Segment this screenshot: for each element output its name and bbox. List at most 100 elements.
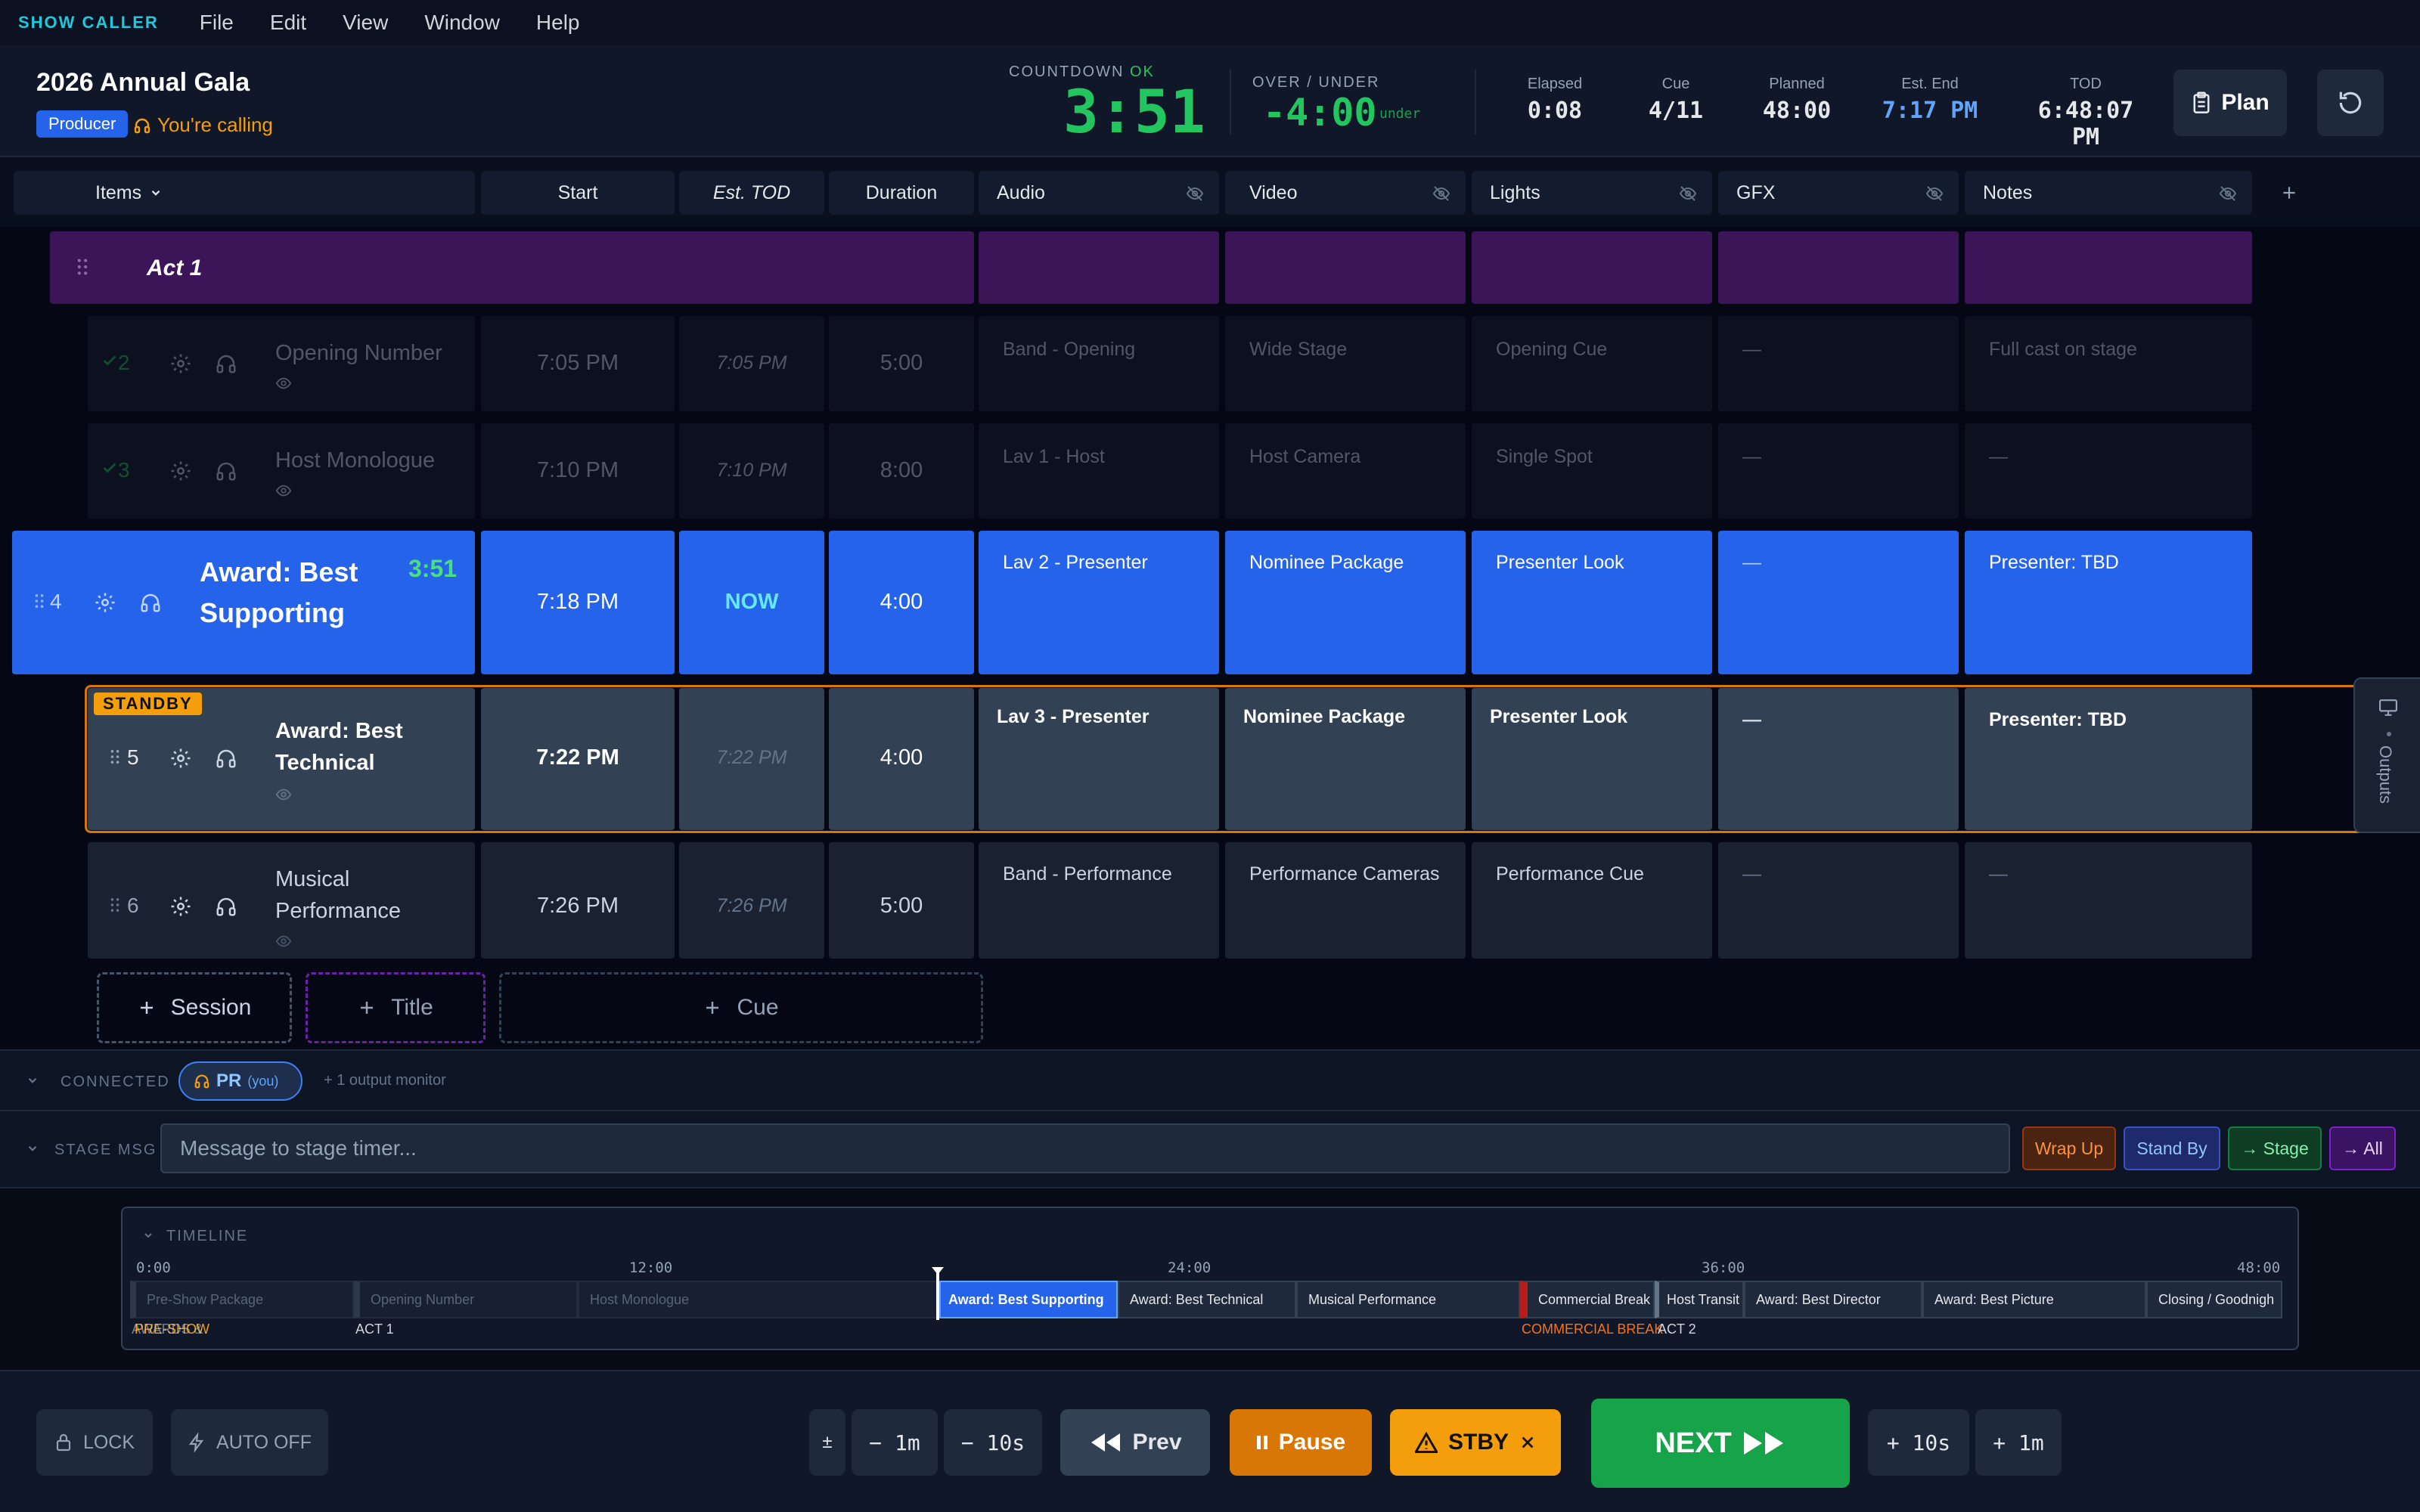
timeline-segment[interactable]: Award: Best Picture xyxy=(1922,1281,2146,1318)
gear-icon[interactable] xyxy=(169,747,192,770)
add-session-button[interactable]: Session xyxy=(97,972,292,1043)
wrap-up-button[interactable]: Wrap Up xyxy=(2022,1126,2116,1170)
menu-edit[interactable]: Edit xyxy=(269,11,307,34)
connected-user-chip[interactable]: PR (you) xyxy=(178,1061,302,1101)
cue-gfx[interactable]: — xyxy=(1742,552,1761,573)
prev-button[interactable]: Prev xyxy=(1060,1409,1210,1476)
drag-handle-icon[interactable] xyxy=(110,748,119,765)
outputs-tab[interactable]: Outputs xyxy=(2353,677,2420,833)
menu-help[interactable]: Help xyxy=(535,11,580,34)
column-header-gfx[interactable]: GFX xyxy=(1718,171,1959,215)
eye-off-icon[interactable] xyxy=(1679,184,1697,203)
eye-off-icon[interactable] xyxy=(1925,184,1944,203)
eye-icon[interactable] xyxy=(275,482,292,499)
eye-off-icon[interactable] xyxy=(1432,184,1450,203)
timeline-segment[interactable]: Host Transit xyxy=(1655,1281,1744,1318)
timeline-segment[interactable]: Musical Performance xyxy=(1296,1281,1520,1318)
cue-audio[interactable]: Lav 3 - Presenter xyxy=(997,706,1150,727)
cue-lights[interactable]: Performance Cue xyxy=(1496,863,1644,885)
cue-notes[interactable]: — xyxy=(1989,446,2008,467)
chevron-down-icon[interactable] xyxy=(26,1074,39,1087)
stand-by-button[interactable]: Stand By xyxy=(2124,1126,2220,1170)
timeline-segment[interactable]: Award: Best Technical xyxy=(1118,1281,1296,1318)
cue-lights[interactable]: Presenter Look xyxy=(1490,706,1628,727)
timeline-segment-active[interactable]: Award: Best Supporting xyxy=(939,1281,1118,1318)
timeline-segment[interactable]: Award: Best Director xyxy=(1744,1281,1922,1318)
cue-gfx[interactable]: — xyxy=(1742,339,1761,360)
act-row[interactable] xyxy=(50,231,974,304)
add-title-button[interactable]: Title xyxy=(306,972,486,1043)
lock-button[interactable]: LOCK xyxy=(36,1409,153,1476)
eye-off-icon[interactable] xyxy=(2219,184,2237,203)
cue-gfx[interactable]: — xyxy=(1742,446,1761,467)
timeline-segment[interactable]: Closing / Goodnigh xyxy=(2146,1281,2282,1318)
add-column-button[interactable] xyxy=(2270,174,2308,212)
gear-icon[interactable] xyxy=(169,895,192,918)
drag-handle-icon[interactable] xyxy=(110,897,119,913)
chevron-down-icon[interactable] xyxy=(142,1229,154,1241)
cue-video[interactable]: Host Camera xyxy=(1249,446,1361,467)
cue-notes[interactable]: — xyxy=(1989,863,2008,885)
cue-lights[interactable]: Single Spot xyxy=(1496,446,1593,467)
auto-off-button[interactable]: AUTO OFF xyxy=(171,1409,328,1476)
menu-view[interactable]: View xyxy=(343,11,389,34)
cue-lights[interactable]: Opening Cue xyxy=(1496,339,1608,360)
column-header-lights[interactable]: Lights xyxy=(1472,171,1712,215)
column-header-duration[interactable]: Duration xyxy=(829,171,974,215)
cue-video[interactable]: Performance Cameras xyxy=(1249,863,1440,885)
minus-10s-button[interactable]: − 10s xyxy=(944,1409,1042,1476)
timeline-segment[interactable]: Pre-Show Package xyxy=(130,1281,354,1318)
eye-off-icon[interactable] xyxy=(1186,184,1204,203)
drag-handle-icon[interactable] xyxy=(35,593,44,609)
chevron-down-icon[interactable] xyxy=(26,1142,39,1155)
headphones-icon[interactable] xyxy=(139,591,162,614)
gear-icon[interactable] xyxy=(94,591,116,614)
cue-gfx[interactable]: — xyxy=(1742,709,1761,730)
reset-button[interactable] xyxy=(2317,70,2384,136)
headphones-icon[interactable] xyxy=(215,895,237,918)
minus-1m-button[interactable]: − 1m xyxy=(852,1409,938,1476)
plan-button[interactable]: Plan xyxy=(2173,70,2287,136)
cue-gfx[interactable]: — xyxy=(1742,863,1761,885)
close-icon[interactable] xyxy=(1519,1434,1536,1451)
menu-file[interactable]: File xyxy=(199,11,234,34)
standby-button[interactable]: STBY xyxy=(1390,1409,1561,1476)
headphones-icon[interactable] xyxy=(215,747,237,770)
cue-audio[interactable]: Band - Performance xyxy=(1003,863,1172,885)
column-header-items[interactable]: Items xyxy=(14,171,475,215)
headphones-icon[interactable] xyxy=(215,460,237,482)
cue-notes[interactable]: Presenter: TBD xyxy=(1989,709,2127,730)
drag-handle-icon[interactable] xyxy=(77,257,88,277)
send-to-stage-button[interactable]: → Stage xyxy=(2228,1126,2322,1170)
next-button[interactable]: NEXT xyxy=(1591,1399,1850,1488)
column-header-start[interactable]: Start xyxy=(481,171,675,215)
eye-icon[interactable] xyxy=(275,375,292,392)
cue-notes[interactable]: Presenter: TBD xyxy=(1989,552,2119,573)
cue-audio[interactable]: Lav 2 - Presenter xyxy=(1003,552,1148,573)
column-header-audio[interactable]: Audio xyxy=(979,171,1219,215)
eye-icon[interactable] xyxy=(275,786,292,803)
cue-audio[interactable]: Band - Opening xyxy=(1003,339,1136,360)
cue-lights[interactable]: Presenter Look xyxy=(1496,552,1624,573)
cue-video[interactable]: Nominee Package xyxy=(1243,706,1405,727)
pause-button[interactable]: Pause xyxy=(1230,1409,1372,1476)
menu-window[interactable]: Window xyxy=(424,11,500,34)
timeline-segment[interactable]: Commercial Break xyxy=(1520,1281,1655,1318)
cue-video[interactable]: Nominee Package xyxy=(1249,552,1404,573)
cue-notes[interactable]: Full cast on stage xyxy=(1989,339,2137,360)
cue-video[interactable]: Wide Stage xyxy=(1249,339,1348,360)
column-header-video[interactable]: Video xyxy=(1225,171,1466,215)
plus-10s-button[interactable]: + 10s xyxy=(1868,1409,1969,1476)
adjust-toggle-button[interactable]: ± xyxy=(809,1409,845,1476)
column-header-est-tod[interactable]: Est. TOD xyxy=(679,171,824,215)
add-cue-button[interactable]: Cue xyxy=(499,972,983,1043)
timeline-playhead[interactable] xyxy=(936,1269,939,1320)
gear-icon[interactable] xyxy=(169,460,192,482)
plus-1m-button[interactable]: + 1m xyxy=(1975,1409,2062,1476)
eye-icon[interactable] xyxy=(275,933,292,950)
cue-audio[interactable]: Lav 1 - Host xyxy=(1003,446,1105,467)
send-to-all-button[interactable]: → All xyxy=(2329,1126,2396,1170)
timeline-segment[interactable]: Host Monologue xyxy=(578,1281,939,1318)
column-header-notes[interactable]: Notes xyxy=(1965,171,2252,215)
stage-message-input[interactable]: Message to stage timer... xyxy=(160,1123,2010,1173)
